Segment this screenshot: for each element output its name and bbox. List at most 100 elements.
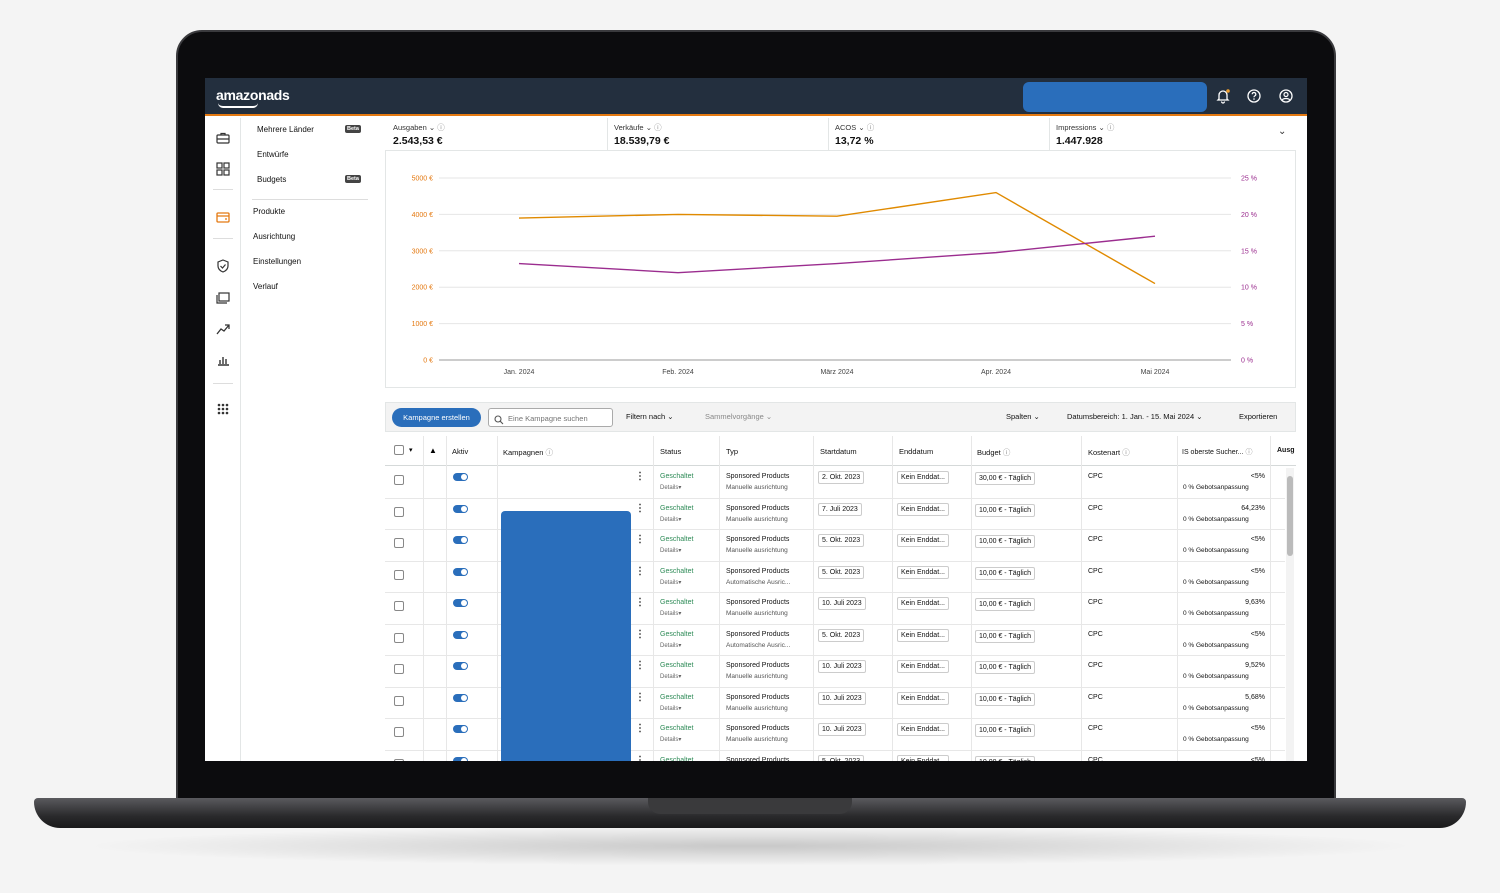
- details-toggle[interactable]: Details▾: [660, 673, 681, 680]
- start-date-field[interactable]: 5. Okt. 2023: [818, 754, 865, 761]
- budget-field[interactable]: 10,00 € - Täglich: [975, 661, 1036, 674]
- table-scrollbar[interactable]: [1286, 468, 1294, 761]
- start-date-field[interactable]: 5. Okt. 2023: [818, 534, 865, 547]
- filter-dropdown[interactable]: Filtern nach ⌄: [626, 412, 674, 421]
- bulk-actions-dropdown[interactable]: Sammelvorgänge ⌄: [705, 412, 772, 421]
- date-range-dropdown[interactable]: Datumsbereich: 1. Jan. - 15. Mai 2024 ⌄: [1067, 412, 1203, 421]
- details-toggle[interactable]: Details▾: [660, 547, 681, 554]
- chevron-down-icon[interactable]: ▾: [409, 447, 413, 454]
- bid-adjustment[interactable]: 0 % Gebotsanpassung: [1183, 484, 1249, 491]
- wallet-icon[interactable]: [215, 209, 231, 225]
- end-date-field[interactable]: Kein Enddat...: [897, 565, 949, 579]
- end-date-field[interactable]: Kein Enddat...: [897, 660, 949, 673]
- budget-field[interactable]: 10,00 € - Täglich: [975, 724, 1036, 737]
- row-checkbox[interactable]: [394, 695, 404, 706]
- end-date-field[interactable]: Kein Enddat...: [897, 502, 949, 516]
- table-row[interactable]: ⋮ Geschaltet Details▾ Sponsored Products Aut…: [385, 625, 1285, 656]
- export-button[interactable]: Exportieren: [1239, 412, 1278, 421]
- table-row[interactable]: ⋮ Geschaltet Details▾ Sponsored Products Man…: [385, 530, 1285, 562]
- row-checkbox[interactable]: [394, 475, 404, 485]
- row-checkbox[interactable]: [394, 601, 404, 611]
- search-input[interactable]: [508, 412, 608, 424]
- row-checkbox[interactable]: [394, 569, 404, 580]
- table-scrollbar-thumb[interactable]: [1287, 476, 1293, 556]
- start-date-field[interactable]: 10. Juli 2023: [818, 660, 866, 673]
- create-campaign-button[interactable]: Kampagne erstellen: [392, 408, 481, 427]
- table-row[interactable]: ⋮ Geschaltet Details▾ Sponsored Products Man…: [385, 593, 1285, 625]
- help-icon[interactable]: [1246, 88, 1262, 104]
- bid-adjustment[interactable]: 0 % Gebotsanpassung: [1183, 515, 1249, 523]
- details-toggle[interactable]: Details▾: [660, 516, 681, 523]
- row-checkbox[interactable]: [394, 664, 404, 674]
- budget-field[interactable]: 10,00 € - Täglich: [975, 598, 1036, 611]
- start-date-field[interactable]: 5. Okt. 2023: [818, 628, 865, 642]
- account-icon[interactable]: [1278, 88, 1294, 104]
- metric-ausgaben[interactable]: Ausgaben ⌄ ⓘ 2.543,53 €: [393, 122, 613, 151]
- budget-field[interactable]: 10,00 € - Täglich: [975, 755, 1036, 761]
- active-toggle[interactable]: [453, 473, 468, 481]
- subnav-item-mehrere-laender[interactable]: Mehrere Länder: [257, 125, 314, 134]
- campaign-search[interactable]: [488, 408, 613, 427]
- budget-field[interactable]: 10,00 € - Täglich: [975, 566, 1036, 580]
- active-toggle[interactable]: [453, 756, 468, 761]
- col-startdatum[interactable]: Startdatum: [820, 447, 857, 456]
- select-all-checkbox[interactable]: [394, 445, 404, 455]
- start-date-field[interactable]: 10. Juli 2023: [818, 691, 866, 705]
- bid-adjustment[interactable]: 0 % Gebotsanpassung: [1183, 736, 1249, 743]
- bid-adjustment[interactable]: 0 % Gebotsanpassung: [1183, 578, 1249, 586]
- row-menu-icon[interactable]: ⋮: [635, 723, 645, 734]
- budget-field[interactable]: 10,00 € - Täglich: [975, 692, 1036, 706]
- details-toggle[interactable]: Details▾: [660, 736, 681, 743]
- col-aktiv[interactable]: Aktiv: [452, 447, 469, 456]
- end-date-field[interactable]: Kein Enddat...: [897, 628, 949, 642]
- row-menu-icon[interactable]: ⋮: [635, 565, 645, 577]
- budget-field[interactable]: 10,00 € - Täglich: [975, 535, 1036, 548]
- media-icon[interactable]: [215, 290, 231, 306]
- apps-icon[interactable]: [215, 401, 231, 417]
- account-selector[interactable]: [1023, 82, 1207, 112]
- col-budget[interactable]: Budget ⓘ: [977, 447, 1010, 458]
- end-date-field[interactable]: Kein Enddat...: [897, 471, 949, 484]
- metric-impressions[interactable]: Impressions ⌄ ⓘ 1.447.928: [1056, 122, 1276, 151]
- amazonads-logo[interactable]: amazonads: [216, 87, 290, 108]
- row-menu-icon[interactable]: ⋮: [635, 754, 645, 761]
- start-date-field[interactable]: 10. Juli 2023: [818, 597, 866, 610]
- details-toggle[interactable]: Details▾: [660, 484, 681, 491]
- subnav-item-einstellungen[interactable]: Einstellungen: [253, 257, 302, 266]
- metric-acos[interactable]: ACOS ⌄ ⓘ 13,72 %: [835, 122, 1055, 151]
- end-date-field[interactable]: Kein Enddat...: [897, 691, 949, 705]
- row-menu-icon[interactable]: ⋮: [635, 660, 645, 671]
- row-checkbox[interactable]: [394, 758, 404, 761]
- active-toggle[interactable]: [453, 599, 468, 607]
- row-checkbox[interactable]: [394, 632, 404, 643]
- details-toggle[interactable]: Details▾: [660, 642, 681, 649]
- row-menu-icon[interactable]: ⋮: [635, 597, 645, 608]
- details-toggle[interactable]: Details▾: [660, 705, 681, 712]
- start-date-field[interactable]: 7. Juli 2023: [818, 502, 862, 516]
- subnav-item-produkte[interactable]: Produkte: [253, 207, 286, 216]
- columns-dropdown[interactable]: Spalten ⌄: [1006, 412, 1040, 421]
- bid-adjustment[interactable]: 0 % Gebotsanpassung: [1183, 641, 1249, 649]
- table-row[interactable]: ⋮ Geschaltet Details▾ Sponsored Products Man…: [385, 688, 1285, 719]
- col-kostenart[interactable]: Kostenart ⓘ: [1088, 447, 1130, 458]
- details-toggle[interactable]: Details▾: [660, 579, 681, 586]
- bid-adjustment[interactable]: 0 % Gebotsanpassung: [1183, 547, 1249, 554]
- subnav-item-ausrichtung[interactable]: Ausrichtung: [253, 232, 296, 241]
- shield-icon[interactable]: [215, 258, 231, 274]
- table-row[interactable]: ⋮ Geschaltet Details▾ Sponsored Products Man…: [385, 719, 1285, 751]
- active-toggle[interactable]: [453, 536, 468, 544]
- active-toggle[interactable]: [453, 662, 468, 670]
- start-date-field[interactable]: 5. Okt. 2023: [818, 565, 865, 579]
- col-is[interactable]: IS oberste Sucher... ⓘ: [1182, 447, 1252, 457]
- col-ausg[interactable]: Ausg: [1277, 447, 1295, 454]
- budget-field[interactable]: 10,00 € - Täglich: [975, 503, 1036, 517]
- end-date-field[interactable]: Kein Enddat...: [897, 534, 949, 547]
- table-row[interactable]: ⋮ Geschaltet Details▾ Sponsored Products Aut…: [385, 562, 1285, 593]
- active-toggle[interactable]: [453, 630, 468, 639]
- row-menu-icon[interactable]: ⋮: [635, 471, 645, 482]
- row-checkbox[interactable]: [394, 538, 404, 548]
- budget-field[interactable]: 10,00 € - Täglich: [975, 629, 1036, 643]
- table-row[interactable]: ⋮ Geschaltet Details▾ Sponsored Products Man…: [385, 499, 1285, 530]
- metric-verkaeufe[interactable]: Verkäufe ⌄ ⓘ 18.539,79 €: [614, 122, 834, 151]
- budget-field[interactable]: 30,00 € - Täglich: [975, 472, 1036, 485]
